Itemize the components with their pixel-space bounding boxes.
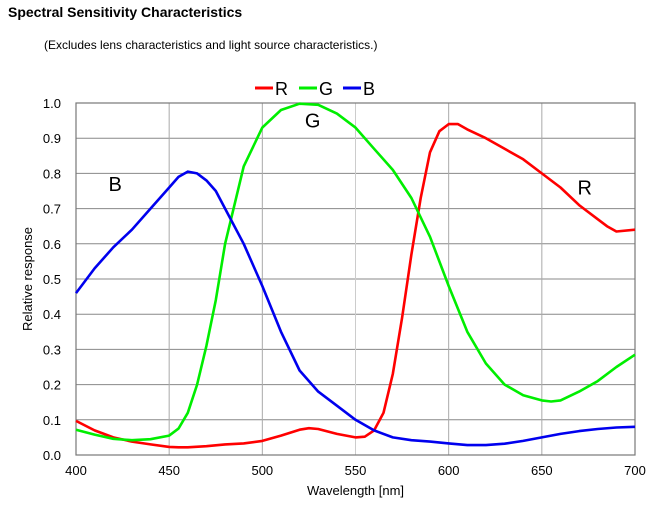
y-tick-label: 0.3: [43, 342, 61, 357]
legend-label-B: B: [363, 79, 375, 99]
curve-annotation-R: R: [577, 178, 591, 200]
legend-label-R: R: [275, 79, 288, 99]
series-line-G: [75, 102, 636, 442]
curve-annotation-B: B: [108, 174, 121, 196]
chart-subtitle: (Excludes lens characteristics and light…: [44, 38, 378, 52]
y-tick-label: 0.6: [43, 237, 61, 252]
x-tick-label: 450: [158, 463, 180, 478]
x-tick-label: 700: [624, 463, 646, 478]
y-tick-label: 0.5: [43, 272, 61, 287]
series-line-R: [75, 122, 636, 449]
y-tick-label: 0.8: [43, 166, 61, 181]
y-tick-label: 0.9: [43, 131, 61, 146]
x-tick-label: 500: [251, 463, 273, 478]
y-tick-label: 0.2: [43, 378, 61, 393]
x-tick-label: 550: [345, 463, 367, 478]
x-tick-label: 600: [438, 463, 460, 478]
plot-frame: [75, 102, 636, 456]
x-tick-label: 650: [531, 463, 553, 478]
x-tick-label: 400: [65, 463, 87, 478]
y-tick-label: 0.4: [43, 307, 61, 322]
y-axis-label: Relative response: [20, 227, 35, 331]
y-tick-label: 1.0: [43, 96, 61, 111]
y-tick-label: 0.0: [43, 448, 61, 463]
curve-annotation-G: G: [305, 111, 321, 133]
legend-label-G: G: [319, 79, 333, 99]
y-tick-label: 0.1: [43, 413, 61, 428]
series-line-B: [74, 170, 636, 447]
y-tick-label: 0.7: [43, 202, 61, 217]
x-axis-label: Wavelength [nm]: [307, 483, 404, 498]
chart-title: Spectral Sensitivity Characteristics: [8, 4, 243, 20]
